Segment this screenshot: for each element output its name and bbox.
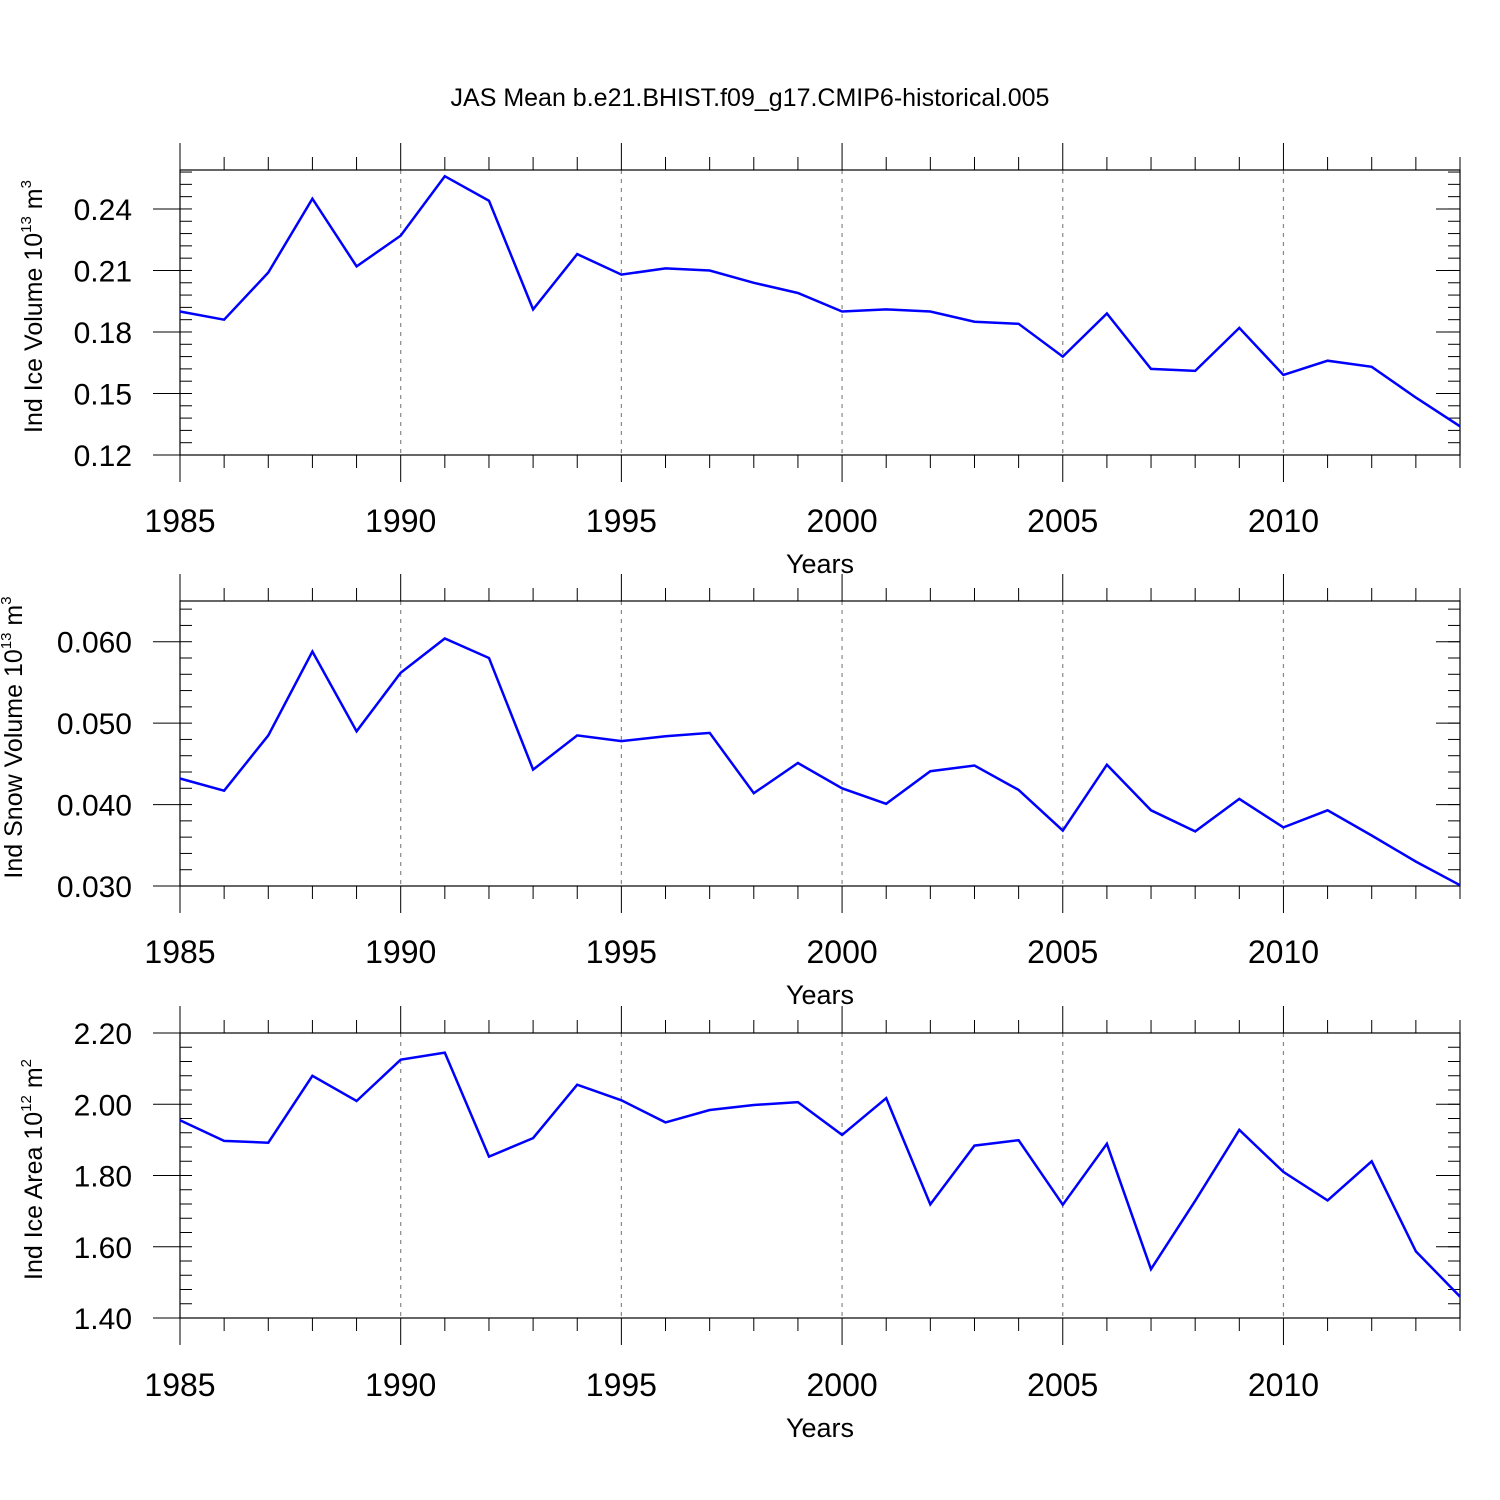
chart-panel-1: 1985 1990 1995 2000 2005 2010 Years 0.12 0.15 0.1… — [18, 143, 1461, 579]
series-line — [179, 174, 1461, 428]
y-axis-label-text: Ind Snow Volume 10 — [0, 649, 28, 878]
y-axis-label-text: Ind Ice Area 10 — [20, 1112, 48, 1280]
x-tick-label: 2005 — [1027, 1367, 1098, 1403]
y-tick-label: 0.21 — [74, 255, 132, 288]
x-tick-label: 2010 — [1248, 1367, 1319, 1403]
y-tick-label: 0.15 — [74, 378, 132, 411]
y-axis-label: Ind Snow Volume 1013 m3 — [0, 596, 28, 878]
x-axis-label: Years — [786, 549, 854, 579]
y-tick-label: 0.24 — [74, 194, 132, 227]
x-tick-label: 2005 — [1027, 503, 1098, 539]
y-tick-label: 0.030 — [57, 871, 132, 904]
x-tick-label: 2000 — [806, 934, 877, 970]
y-axis-label-text: Ind Ice Volume 10 — [20, 233, 48, 433]
x-axis-label: Years — [786, 1413, 854, 1443]
y-axis-label-unit: m — [0, 605, 28, 633]
x-tick-label: 1985 — [144, 1367, 215, 1403]
series-line — [179, 637, 1461, 887]
y-tick-label: 0.040 — [57, 790, 132, 823]
figure-title: JAS Mean b.e21.BHIST.f09_g17.CMIP6-histo… — [451, 84, 1050, 112]
x-tick-label: 1995 — [586, 934, 657, 970]
plot-frame — [179, 1032, 1461, 1319]
y-tick-label: 0.18 — [74, 317, 132, 350]
x-tick-label: 1990 — [365, 503, 436, 539]
y-axis-label-exponent: 13 — [0, 633, 15, 650]
y-axis-label: Ind Ice Area 1012 m2 — [18, 1059, 48, 1280]
y-tick-label: 0.050 — [57, 708, 132, 741]
x-tick-label: 2010 — [1248, 934, 1319, 970]
x-axis-label: Years — [786, 980, 854, 1010]
y-tick-label: 1.60 — [74, 1232, 132, 1265]
y-axis-label: Ind Ice Volume 1013 m3 — [18, 180, 48, 433]
x-tick-label: 1985 — [144, 934, 215, 970]
plot-frame — [179, 600, 1461, 887]
chart-panel-3: 1985 1990 1995 2000 2005 2010 Years 1.40 1.60 1.8… — [18, 1006, 1461, 1443]
chart-panel-2: 1985 1990 1995 2000 2005 2010 Years 0.030 0.040 0… — [0, 574, 1461, 1010]
x-tick-label: 2000 — [806, 1367, 877, 1403]
x-tick-label: 1990 — [365, 934, 436, 970]
x-tick-label: 1990 — [365, 1367, 436, 1403]
y-tick-label: 2.20 — [74, 1018, 132, 1051]
y-axis-label-unit: m — [20, 1067, 48, 1095]
y-axis-label-unit-exponent: 3 — [18, 180, 35, 188]
y-axis-label-unit-exponent: 2 — [18, 1059, 35, 1067]
series-line — [179, 1051, 1461, 1298]
x-tick-label: 2010 — [1248, 503, 1319, 539]
x-tick-label: 1985 — [144, 503, 215, 539]
y-axis-label-exponent: 13 — [18, 216, 35, 233]
y-tick-label: 1.80 — [74, 1161, 132, 1194]
x-tick-label: 2005 — [1027, 934, 1098, 970]
plot-frame — [179, 169, 1461, 456]
y-axis-label-exponent: 12 — [18, 1095, 35, 1112]
y-tick-label: 0.12 — [74, 440, 132, 473]
y-tick-label: 0.060 — [57, 627, 132, 660]
x-tick-label: 1995 — [586, 503, 657, 539]
x-tick-label: 1995 — [586, 1367, 657, 1403]
y-axis-label-unit-exponent: 3 — [0, 596, 15, 604]
x-tick-label: 2000 — [806, 503, 877, 539]
y-tick-label: 1.40 — [74, 1303, 132, 1336]
y-tick-label: 2.00 — [74, 1089, 132, 1122]
y-axis-label-unit: m — [20, 188, 48, 216]
